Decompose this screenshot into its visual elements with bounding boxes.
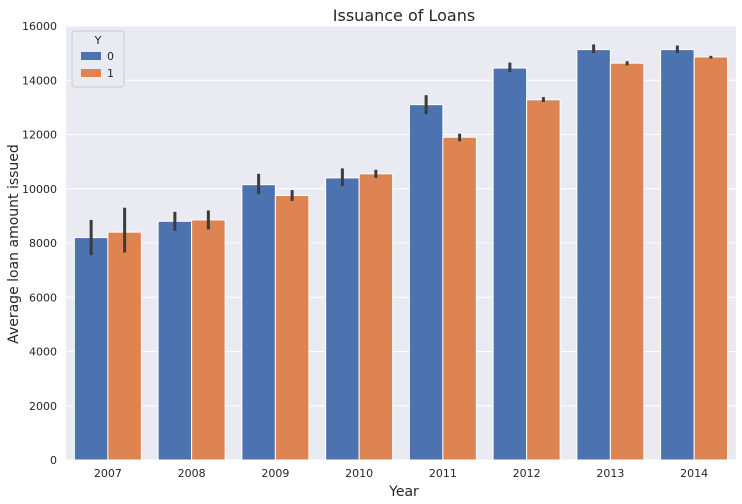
bar-2007-series-0	[73, 237, 109, 461]
bar-2009-series-1	[274, 195, 310, 461]
legend-label-series-0: 0	[107, 50, 114, 63]
legend-title: Y	[94, 34, 102, 47]
bar-2012-series-0	[492, 67, 528, 461]
bar-2013-series-0	[576, 49, 611, 461]
legend-label-series-1: 1	[107, 67, 114, 80]
y-tick-label: 16000	[22, 20, 57, 33]
x-tick-label: 2009	[261, 467, 289, 480]
y-tick-label: 8000	[29, 237, 57, 250]
bar-2008-series-1	[191, 219, 226, 461]
x-axis-label: Year	[388, 484, 419, 500]
x-tick-label: 2012	[513, 467, 541, 480]
x-tick-label: 2010	[345, 467, 373, 480]
bar-2010-series-1	[358, 173, 394, 461]
legend: Y 01	[71, 30, 125, 88]
bar-2011-series-0	[408, 104, 444, 461]
bar-2011-series-1	[442, 136, 477, 461]
bar-2014-series-1	[693, 56, 729, 461]
y-tick-label: 2000	[29, 400, 57, 413]
error-bars	[89, 44, 713, 256]
x-tick-label: 2014	[680, 467, 708, 480]
bar-2008-series-0	[157, 220, 193, 461]
y-tick-label: 12000	[22, 129, 57, 142]
bars	[73, 49, 729, 461]
legend-swatch-series-1	[81, 69, 101, 77]
x-tick-label: 2007	[94, 467, 122, 480]
bar-2013-series-1	[609, 62, 645, 461]
bar-2009-series-0	[241, 184, 276, 461]
legend-items: 01	[81, 50, 114, 80]
x-tick-label: 2013	[596, 467, 624, 480]
y-tick-label: 4000	[29, 346, 57, 359]
legend-swatch-series-0	[81, 52, 101, 60]
x-tick-label: 2011	[429, 467, 457, 480]
y-tick-label: 0	[50, 454, 57, 467]
bar-2014-series-0	[660, 49, 695, 461]
y-tick-label: 10000	[22, 183, 57, 196]
y-axis-ticks: 0 2000 4000 6000 8000 10000 12000 14000 16000	[22, 20, 57, 467]
x-axis-ticks: 2007 2008 2009 2010 2011 2012 2013 2014	[94, 467, 708, 480]
chart-title: Issuance of Loans	[333, 6, 475, 25]
y-tick-label: 6000	[29, 291, 57, 304]
bar-2010-series-0	[325, 177, 360, 461]
bar-2007-series-1	[107, 231, 142, 461]
y-axis-label: Average loan amount issued	[6, 144, 22, 344]
x-tick-label: 2008	[178, 467, 206, 480]
y-tick-label: 14000	[22, 74, 57, 87]
bar-2012-series-1	[526, 99, 561, 461]
